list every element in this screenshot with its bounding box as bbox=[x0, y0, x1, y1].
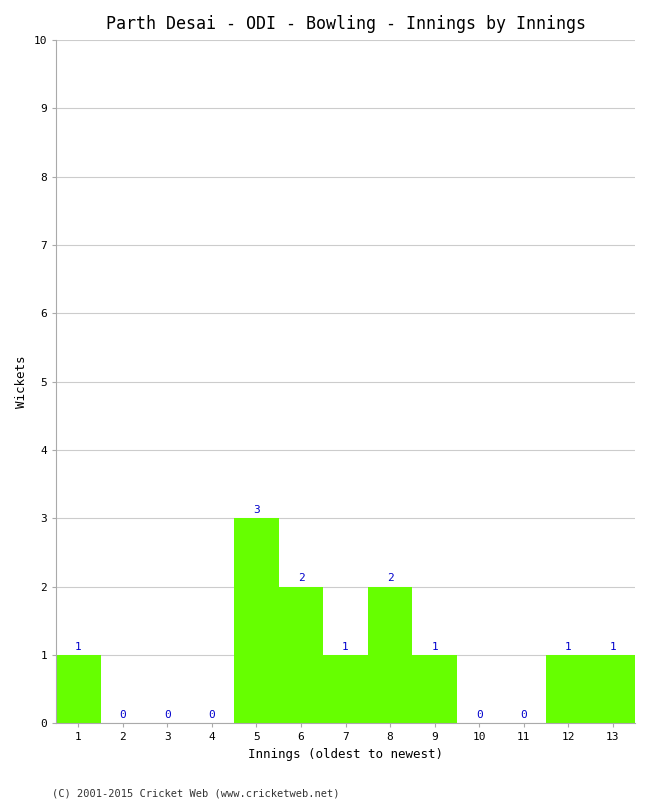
X-axis label: Innings (oldest to newest): Innings (oldest to newest) bbox=[248, 748, 443, 761]
Bar bbox=[234, 518, 279, 723]
Bar bbox=[412, 655, 457, 723]
Text: 1: 1 bbox=[431, 642, 438, 652]
Bar bbox=[56, 655, 101, 723]
Text: 0: 0 bbox=[164, 710, 171, 720]
Bar bbox=[546, 655, 590, 723]
Text: (C) 2001-2015 Cricket Web (www.cricketweb.net): (C) 2001-2015 Cricket Web (www.cricketwe… bbox=[52, 788, 339, 798]
Bar bbox=[323, 655, 368, 723]
Y-axis label: Wickets: Wickets bbox=[15, 355, 28, 408]
Bar bbox=[279, 586, 323, 723]
Text: 0: 0 bbox=[209, 710, 215, 720]
Bar bbox=[590, 655, 635, 723]
Text: 1: 1 bbox=[342, 642, 349, 652]
Text: 2: 2 bbox=[387, 574, 393, 583]
Text: 2: 2 bbox=[298, 574, 304, 583]
Text: 3: 3 bbox=[253, 505, 260, 515]
Text: 0: 0 bbox=[476, 710, 482, 720]
Text: 1: 1 bbox=[565, 642, 571, 652]
Text: 1: 1 bbox=[609, 642, 616, 652]
Bar bbox=[368, 586, 412, 723]
Text: 0: 0 bbox=[120, 710, 126, 720]
Text: 0: 0 bbox=[520, 710, 527, 720]
Title: Parth Desai - ODI - Bowling - Innings by Innings: Parth Desai - ODI - Bowling - Innings by… bbox=[105, 15, 586, 33]
Text: 1: 1 bbox=[75, 642, 82, 652]
